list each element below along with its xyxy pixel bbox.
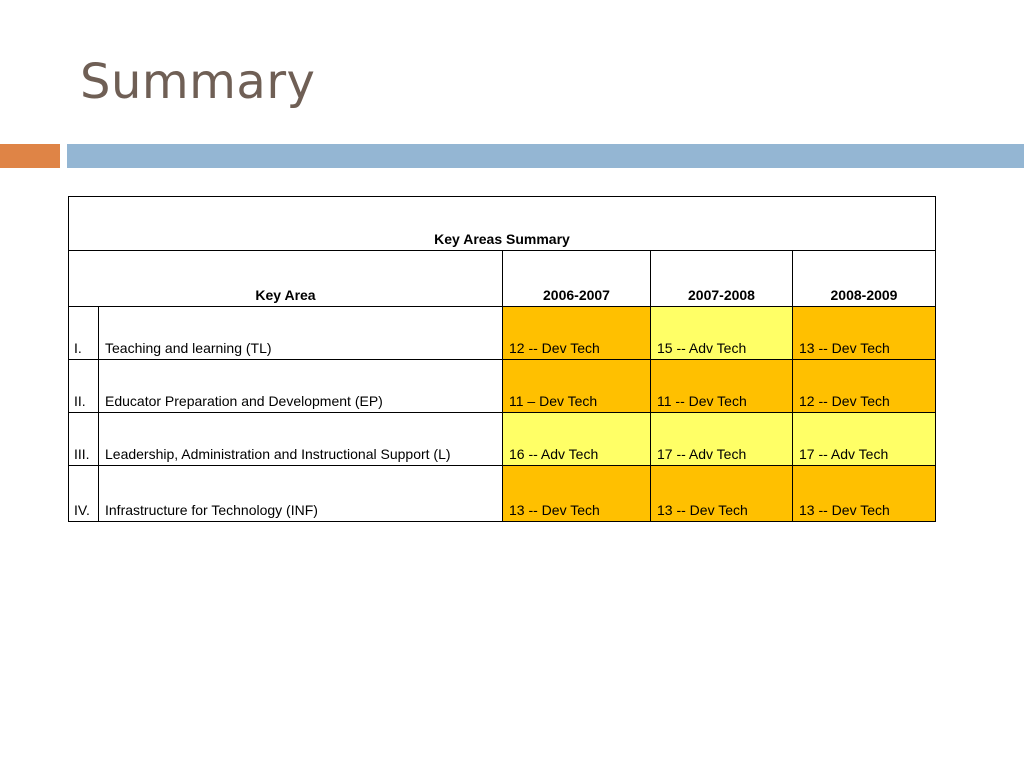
table-row: I. Teaching and learning (TL) 12 -- Dev … — [68, 306, 936, 360]
rating-cell: 11 -- Dev Tech — [650, 359, 793, 413]
rating-cell: 13 -- Dev Tech — [650, 465, 793, 522]
header-key-area: Key Area — [68, 250, 503, 307]
rating-cell: 13 -- Dev Tech — [792, 465, 936, 522]
row-number: III. — [68, 412, 99, 466]
header-row: Key Area 2006-2007 2007-2008 2008-2009 — [68, 250, 936, 307]
row-number: II. — [68, 359, 99, 413]
table-row: II. Educator Preparation and Development… — [68, 359, 936, 413]
header-year-2008-2009: 2008-2009 — [792, 250, 936, 307]
row-key-area: Teaching and learning (TL) — [98, 306, 503, 360]
rating-cell: 15 -- Adv Tech — [650, 306, 793, 360]
header-year-2007-2008: 2007-2008 — [650, 250, 793, 307]
row-key-area: Educator Preparation and Development (EP… — [98, 359, 503, 413]
row-key-area: Leadership, Administration and Instructi… — [98, 412, 503, 466]
row-key-area: Infrastructure for Technology (INF) — [98, 465, 503, 522]
rating-cell: 12 -- Dev Tech — [502, 306, 651, 360]
table-row: IV. Infrastructure for Technology (INF) … — [68, 465, 936, 522]
row-number: I. — [68, 306, 99, 360]
table-row: III. Leadership, Administration and Inst… — [68, 412, 936, 466]
rating-cell: 11 – Dev Tech — [502, 359, 651, 413]
row-number: IV. — [68, 465, 99, 522]
slide-title: Summary — [80, 54, 316, 110]
rating-cell: 12 -- Dev Tech — [792, 359, 936, 413]
rating-cell: 17 -- Adv Tech — [650, 412, 793, 466]
key-areas-summary-table: Key Areas Summary Key Area 2006-2007 200… — [68, 196, 936, 522]
table-caption: Key Areas Summary — [68, 196, 936, 251]
header-year-2006-2007: 2006-2007 — [502, 250, 651, 307]
rating-cell: 16 -- Adv Tech — [502, 412, 651, 466]
rating-cell: 17 -- Adv Tech — [792, 412, 936, 466]
accent-bar-blue — [67, 144, 1024, 168]
rating-cell: 13 -- Dev Tech — [792, 306, 936, 360]
accent-bar-orange — [0, 144, 60, 168]
caption-row: Key Areas Summary — [68, 196, 936, 251]
rating-cell: 13 -- Dev Tech — [502, 465, 651, 522]
